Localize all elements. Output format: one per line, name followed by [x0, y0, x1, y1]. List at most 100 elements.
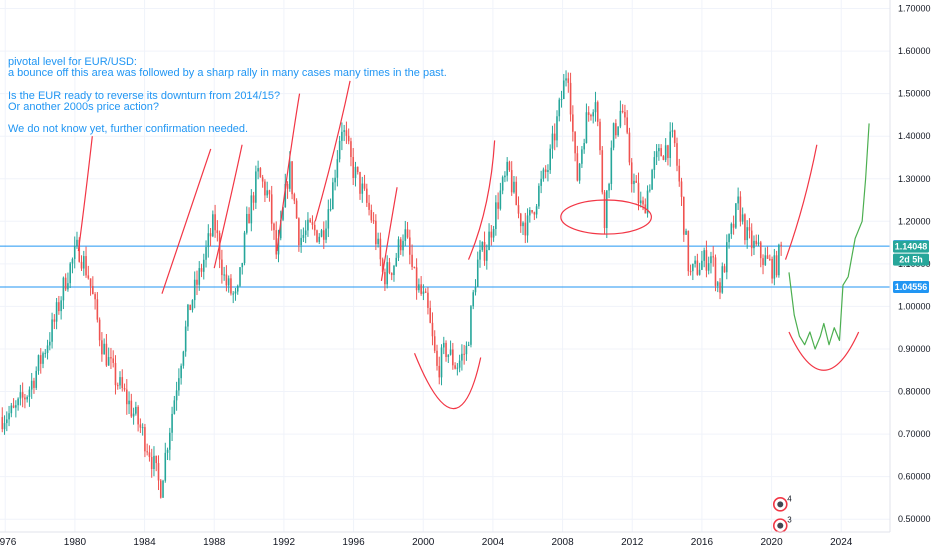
candle-body	[723, 266, 726, 273]
candle-body	[678, 165, 681, 182]
candle-body	[510, 170, 513, 193]
candle-body	[753, 240, 755, 249]
candle-body	[3, 423, 6, 430]
candle-body	[497, 202, 499, 209]
arc-rally-1994	[314, 80, 351, 222]
candle-body	[572, 114, 574, 132]
candle-body	[569, 82, 572, 115]
candle-body	[184, 326, 187, 352]
candle-body	[19, 392, 22, 399]
candle-body	[368, 202, 370, 210]
candle-body	[578, 163, 581, 181]
candle-body	[601, 150, 604, 193]
candle-body	[585, 112, 588, 144]
candle-body	[130, 400, 133, 417]
candle-body	[289, 161, 291, 189]
candle-body	[365, 188, 368, 203]
candle-body	[232, 293, 235, 295]
candle-body	[55, 302, 58, 322]
candle-body	[191, 300, 194, 311]
candle-body	[10, 405, 13, 414]
drawings[interactable]	[77, 80, 870, 410]
candle-body	[565, 78, 567, 81]
countdown-tag-label: 2d 5h	[899, 255, 923, 265]
candle-body	[377, 238, 379, 245]
candle-body	[461, 353, 463, 361]
candle-body	[76, 239, 78, 246]
candle-body	[716, 282, 719, 286]
event-badge-count: 3	[787, 516, 792, 525]
candle-body	[630, 162, 633, 185]
candle-body	[96, 299, 99, 320]
candle-body	[744, 214, 746, 241]
x-tick-label: 1980	[64, 537, 87, 548]
candle-body	[370, 209, 373, 221]
candle-body	[266, 190, 268, 196]
candle-body	[216, 230, 219, 234]
candle-body	[442, 342, 445, 348]
candle-body	[8, 413, 10, 420]
y-tick-label: 1.50000	[898, 89, 931, 99]
candle-body	[39, 355, 42, 364]
candle-body	[236, 285, 239, 292]
candle-body	[182, 351, 185, 366]
time-axis[interactable]: 1976 1980 1984 1988 1992 1996 2000 2004 2008 2012…	[0, 537, 853, 548]
candle-body	[300, 237, 302, 246]
candle-body	[664, 145, 667, 160]
candle-body	[78, 239, 81, 262]
event-badge-icon	[777, 522, 784, 529]
candle-body	[587, 112, 590, 115]
candle-body	[667, 145, 669, 159]
candle-body	[116, 385, 119, 387]
candle-body	[26, 396, 28, 400]
candle-body	[553, 133, 556, 141]
lower-level-tag-bg	[893, 281, 929, 294]
candle-body	[486, 250, 488, 261]
candle-body	[207, 233, 210, 248]
candle-body	[397, 239, 400, 258]
candle-body	[583, 143, 585, 150]
candle-body	[522, 222, 524, 227]
candle-body	[214, 214, 216, 231]
candle-body	[17, 398, 19, 406]
candle-body	[755, 240, 758, 245]
candle-body	[105, 343, 108, 366]
candle-body	[67, 283, 69, 290]
candle-body	[542, 169, 545, 179]
candle-body	[361, 183, 364, 194]
event-badges[interactable]: 43	[772, 494, 793, 533]
candle-body	[735, 203, 737, 228]
candle-body	[513, 181, 515, 193]
candle-body	[653, 157, 656, 170]
candle-body	[429, 307, 431, 323]
horizontal-levels[interactable]	[0, 245, 890, 288]
candle-body	[449, 349, 452, 355]
candle-body	[193, 279, 196, 301]
candle-body	[146, 451, 148, 453]
candle-body	[465, 345, 468, 355]
candle-body	[764, 255, 767, 265]
candle-body	[750, 230, 753, 249]
candle-body	[655, 151, 658, 158]
candle-body	[694, 260, 696, 264]
candle-body	[619, 110, 622, 127]
candle-body	[261, 177, 264, 182]
event-badge-icon	[777, 501, 784, 508]
x-tick-label: 1988	[203, 537, 226, 548]
candle-body	[698, 269, 701, 275]
candle-body	[759, 242, 762, 259]
y-tick-label: 0.60000	[898, 472, 931, 482]
candle-body	[295, 200, 298, 219]
candle-body	[540, 178, 542, 186]
candle-body	[680, 181, 683, 197]
candle-body	[243, 232, 246, 264]
candle-body	[771, 258, 773, 279]
candle-body	[411, 254, 413, 267]
candle-body	[162, 480, 164, 498]
annotation-text[interactable]: pivotal level for EUR/USD: a bounce off …	[8, 56, 478, 135]
candle-body	[255, 171, 257, 203]
x-tick-label: 1976	[0, 537, 17, 548]
candle-body	[524, 222, 527, 236]
